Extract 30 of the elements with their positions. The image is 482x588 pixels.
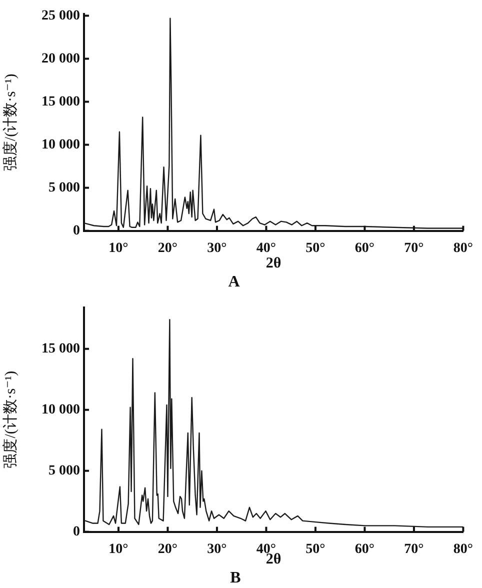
y-axis-title: 强度/(计数·s⁻¹) (2, 370, 19, 468)
x-tick-label: 60° (354, 240, 375, 256)
y-tick-label: 25 000 (42, 8, 80, 24)
text: A (228, 274, 240, 291)
y-tick-label: 15 000 (42, 94, 80, 110)
y-tick-label: 5 000 (48, 180, 80, 196)
x-tick-label: 70° (404, 542, 424, 557)
x-tick-label: 10° (108, 542, 128, 557)
x-tick-label: 60° (354, 542, 375, 557)
x-tick-label: 40° (256, 240, 276, 256)
y-tick-label: 0 (73, 524, 80, 540)
x-tick-label: 80° (453, 240, 474, 256)
y-axis-title: 强度/(计数·s⁻¹) (2, 74, 19, 172)
y-tick-label: 5 000 (48, 463, 80, 478)
x-axis-title: 2θ (266, 256, 282, 272)
x-tick-label: 30° (207, 542, 227, 557)
x-tick-label: 50° (306, 240, 326, 256)
y-tick-label: 10 000 (42, 137, 80, 152)
y-tick-label: 10 000 (42, 402, 80, 418)
y-tick-label: 20 000 (42, 51, 80, 66)
x-tick-label: 10° (108, 240, 128, 256)
text: B (230, 570, 242, 587)
x-tick-label: 80° (453, 542, 474, 557)
x-tick-label: 20° (158, 240, 178, 256)
x-tick-label: 50° (306, 542, 326, 557)
x-tick-label: 30° (207, 240, 227, 256)
x-tick-label: 70° (404, 240, 424, 256)
x-tick-label: 20° (158, 542, 178, 557)
y-tick-label: 0 (73, 223, 80, 238)
y-tick-label: 15 000 (42, 341, 80, 356)
